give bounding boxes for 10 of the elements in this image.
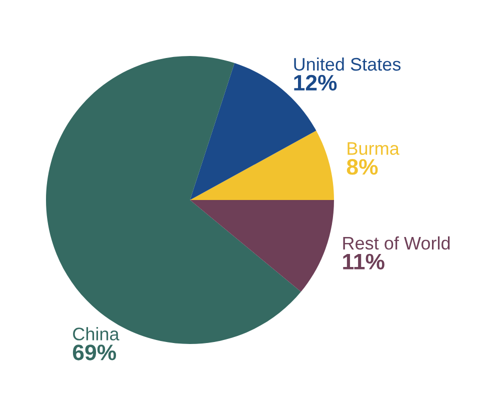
data-label: 8% xyxy=(346,159,378,175)
data-label: 11% xyxy=(343,254,384,270)
pie-slice xyxy=(190,130,334,200)
slice-label: China xyxy=(73,327,120,340)
slice-label: United States xyxy=(294,57,401,71)
data-label: 12% xyxy=(294,74,337,91)
slice-label: Rest of World xyxy=(343,236,450,250)
data-label: 69% xyxy=(72,344,116,360)
slice-label: Burma xyxy=(348,142,400,155)
pie-slice xyxy=(190,200,334,292)
